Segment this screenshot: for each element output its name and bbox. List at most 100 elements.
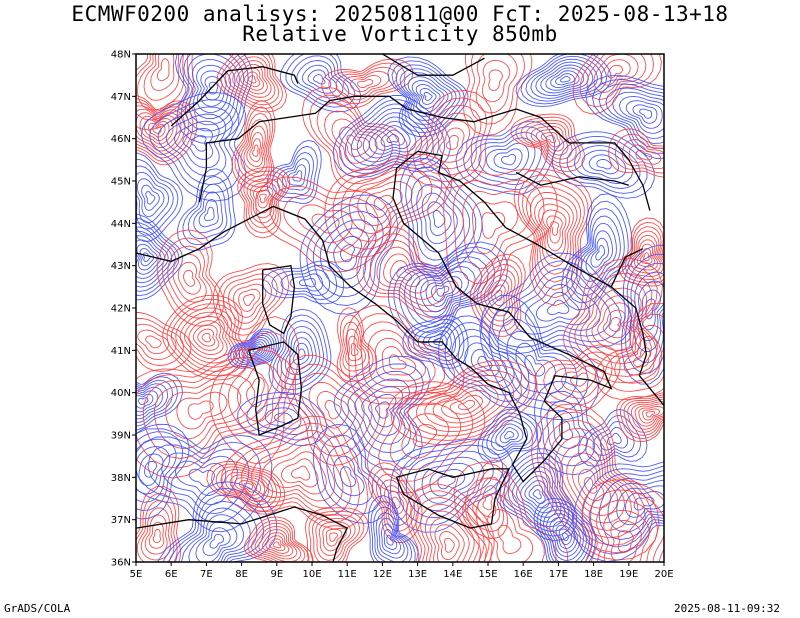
negative-vorticity-contour	[407, 318, 465, 365]
positive-vorticity-contour	[329, 532, 338, 542]
negative-vorticity-contour	[490, 419, 529, 452]
positive-vorticity-contour	[229, 474, 266, 499]
positive-vorticity-contour	[595, 302, 664, 400]
positive-vorticity-contour	[540, 132, 561, 148]
negative-vorticity-contour	[271, 145, 318, 200]
positive-vorticity-contour	[560, 444, 626, 524]
positive-vorticity-contour	[388, 354, 407, 370]
positive-vorticity-contour	[224, 471, 269, 502]
negative-vorticity-contour	[555, 73, 576, 86]
negative-vorticity-contour	[136, 436, 261, 524]
negative-vorticity-contour	[380, 129, 405, 147]
negative-vorticity-contour	[629, 262, 664, 363]
negative-vorticity-contour	[420, 270, 470, 313]
positive-vorticity-contour	[542, 209, 567, 252]
positive-vorticity-contour	[530, 403, 660, 561]
negative-vorticity-contour	[339, 466, 357, 488]
negative-vorticity-contour	[409, 261, 483, 323]
positive-vorticity-contour	[535, 129, 565, 152]
positive-vorticity-contour	[561, 365, 597, 393]
negative-vorticity-contour	[574, 145, 634, 185]
x-tick-label: 10E	[302, 569, 321, 580]
positive-vorticity-contour	[176, 391, 228, 430]
negative-vorticity-contour	[491, 260, 622, 348]
negative-vorticity-contour	[174, 500, 258, 562]
positive-vorticity-contour	[615, 133, 664, 174]
negative-vorticity-contour	[570, 208, 625, 297]
negative-vorticity-contour	[182, 176, 232, 246]
negative-vorticity-contour	[174, 120, 220, 169]
positive-vorticity-contour	[192, 324, 220, 351]
negative-vorticity-contour	[534, 380, 603, 476]
negative-vorticity-contour	[280, 269, 331, 296]
negative-vorticity-contour	[333, 235, 363, 271]
negative-vorticity-contour	[290, 55, 350, 104]
negative-vorticity-contour	[136, 213, 184, 301]
positive-vorticity-contour	[360, 321, 446, 394]
negative-vorticity-contour	[560, 76, 571, 83]
positive-vorticity-contour	[243, 516, 314, 562]
negative-vorticity-contour	[513, 276, 601, 335]
negative-vorticity-contour	[621, 244, 664, 385]
positive-vorticity-contour	[247, 75, 257, 84]
positive-vorticity-contour	[308, 510, 365, 562]
coastline	[136, 231, 225, 263]
positive-vorticity-contour	[184, 316, 228, 360]
positive-vorticity-contour	[328, 62, 406, 105]
negative-vorticity-contour	[202, 527, 231, 557]
negative-vorticity-contour	[307, 69, 332, 90]
negative-vorticity-contour	[279, 54, 362, 113]
negative-vorticity-contour	[174, 460, 227, 496]
negative-vorticity-contour	[289, 273, 323, 292]
positive-vorticity-contour	[188, 320, 224, 356]
positive-vorticity-contour	[432, 119, 471, 163]
negative-vorticity-contour	[326, 227, 370, 280]
negative-vorticity-contour	[520, 54, 607, 105]
negative-vorticity-contour	[625, 253, 664, 374]
x-tick-label: 11E	[338, 569, 357, 580]
negative-vorticity-contour	[546, 299, 570, 316]
positive-vorticity-contour	[305, 507, 369, 562]
positive-vorticity-contour	[301, 86, 409, 191]
positive-vorticity-contour	[367, 462, 423, 543]
positive-vorticity-contour	[271, 451, 327, 495]
positive-vorticity-contour	[419, 104, 482, 176]
negative-vorticity-contour	[391, 60, 465, 133]
positive-vorticity-contour	[236, 361, 274, 422]
positive-vorticity-contour	[570, 372, 589, 387]
positive-vorticity-contour	[398, 365, 530, 441]
positive-vorticity-contour	[624, 226, 664, 281]
negative-vorticity-contour	[595, 245, 606, 261]
negative-vorticity-contour	[386, 534, 394, 546]
positive-vorticity-contour	[136, 105, 186, 155]
positive-vorticity-contour	[628, 144, 662, 165]
negative-vorticity-contour	[244, 341, 266, 358]
positive-vorticity-contour	[348, 174, 423, 235]
negative-vorticity-contour	[485, 142, 529, 176]
negative-vorticity-contour	[145, 191, 156, 205]
positive-vorticity-contour	[349, 74, 382, 93]
negative-vorticity-contour	[136, 393, 154, 409]
negative-vorticity-contour	[607, 432, 622, 446]
positive-vorticity-contour	[463, 54, 533, 136]
positive-vorticity-contour	[261, 532, 294, 557]
x-tick-label: 17E	[549, 569, 568, 580]
positive-vorticity-contour	[246, 377, 265, 408]
positive-vorticity-contour	[464, 477, 557, 562]
x-tick-label: 8E	[235, 569, 248, 580]
coastline	[170, 66, 299, 127]
coastline	[442, 108, 651, 211]
positive-vorticity-contour	[221, 415, 369, 530]
negative-vorticity-contour	[136, 243, 158, 271]
negative-vorticity-contour	[558, 528, 572, 545]
negative-vorticity-contour	[196, 64, 232, 113]
negative-vorticity-contour	[429, 468, 466, 497]
negative-vorticity-contour	[632, 104, 658, 124]
negative-vorticity-contour	[532, 489, 542, 500]
negative-vorticity-contour	[157, 481, 278, 562]
negative-vorticity-contour	[535, 291, 580, 322]
positive-vorticity-contour	[340, 167, 433, 242]
y-tick-label: 38N	[111, 473, 131, 484]
negative-vorticity-contour	[176, 168, 236, 252]
positive-vorticity-contour	[152, 528, 161, 543]
